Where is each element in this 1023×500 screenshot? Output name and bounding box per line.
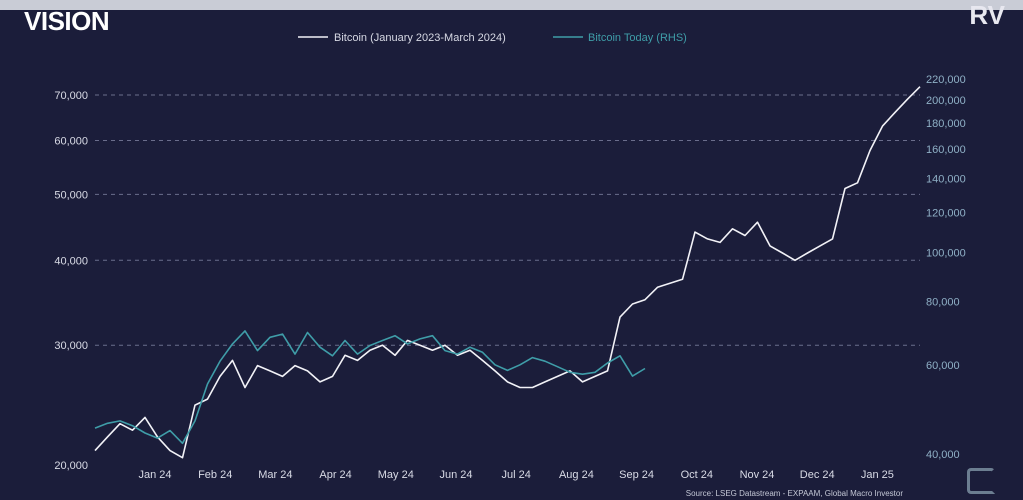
right-tick-label: 180,000 bbox=[926, 118, 966, 130]
x-tick-label: Jan 25 bbox=[861, 469, 894, 481]
right-axis-ticks: 40,000 60,000 80,000 100,000 120,000 140,000 1… bbox=[926, 74, 966, 461]
corner-logo-text: RV bbox=[969, 0, 1005, 30]
x-tick-label: May 24 bbox=[378, 469, 414, 481]
x-tick-label: Feb 24 bbox=[198, 469, 232, 481]
right-tick-label: 80,000 bbox=[926, 297, 960, 309]
right-tick-label: 220,000 bbox=[926, 74, 966, 86]
series-line-2 bbox=[94, 330, 646, 445]
x-tick-label: Jun 24 bbox=[439, 469, 472, 481]
x-tick-label: Apr 24 bbox=[319, 469, 351, 481]
x-tick-label: Nov 24 bbox=[740, 469, 775, 481]
brand-corner-icon bbox=[967, 468, 995, 494]
series-line-1 bbox=[94, 86, 921, 459]
source-note: Source: LSEG Datastream - EXPAAM, Global… bbox=[686, 489, 904, 498]
x-tick-label: Jul 24 bbox=[502, 469, 531, 481]
right-tick-label: 120,000 bbox=[926, 207, 966, 219]
right-tick-label: 160,000 bbox=[926, 144, 966, 156]
legend-label-series-1: Bitcoin (January 2023-March 2024) bbox=[334, 32, 506, 44]
right-tick-label: 40,000 bbox=[926, 449, 960, 461]
x-axis-ticks: Jan 24 Feb 24 Mar 24 Apr 24 May 24 Jun 24 Jul … bbox=[138, 469, 893, 481]
right-tick-label: 200,000 bbox=[926, 95, 966, 107]
left-tick-label: 20,000 bbox=[54, 460, 88, 472]
x-tick-label: Aug 24 bbox=[559, 469, 594, 481]
legend-label-series-2: Bitcoin Today (RHS) bbox=[588, 32, 687, 44]
legend: Bitcoin (January 2023-March 2024) Bitcoi… bbox=[298, 32, 687, 44]
x-tick-label: Oct 24 bbox=[681, 469, 713, 481]
brand-logo-text: VISION bbox=[24, 6, 110, 36]
x-tick-label: Sep 24 bbox=[619, 469, 654, 481]
x-tick-label: Jan 24 bbox=[138, 469, 171, 481]
left-axis-ticks: 20,000 30,000 40,000 50,000 60,000 70,000 bbox=[54, 90, 88, 472]
left-tick-label: 60,000 bbox=[54, 136, 88, 148]
right-tick-label: 140,000 bbox=[926, 173, 966, 185]
x-tick-label: Mar 24 bbox=[258, 469, 292, 481]
grid-lines bbox=[95, 94, 920, 346]
left-tick-label: 50,000 bbox=[54, 189, 88, 201]
series-lines bbox=[94, 86, 921, 459]
x-tick-label: Dec 24 bbox=[800, 469, 835, 481]
left-tick-label: 70,000 bbox=[54, 90, 88, 102]
left-tick-label: 30,000 bbox=[54, 340, 88, 352]
top-bar bbox=[0, 0, 1023, 10]
right-tick-label: 100,000 bbox=[926, 247, 966, 259]
left-tick-label: 40,000 bbox=[54, 255, 88, 267]
right-tick-label: 60,000 bbox=[926, 360, 960, 372]
